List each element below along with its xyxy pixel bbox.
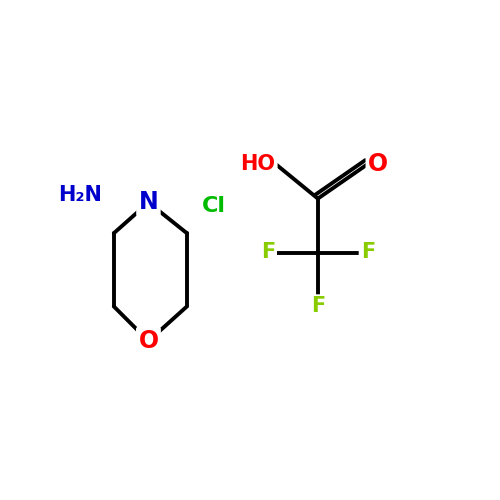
Text: H₂N: H₂N <box>58 184 102 205</box>
Text: HO: HO <box>240 154 276 174</box>
Text: Cl: Cl <box>202 196 226 216</box>
Text: O: O <box>138 329 158 353</box>
Text: F: F <box>260 242 275 262</box>
Text: F: F <box>361 242 375 262</box>
Text: O: O <box>368 152 388 176</box>
Text: N: N <box>138 190 158 214</box>
Text: F: F <box>310 296 325 316</box>
